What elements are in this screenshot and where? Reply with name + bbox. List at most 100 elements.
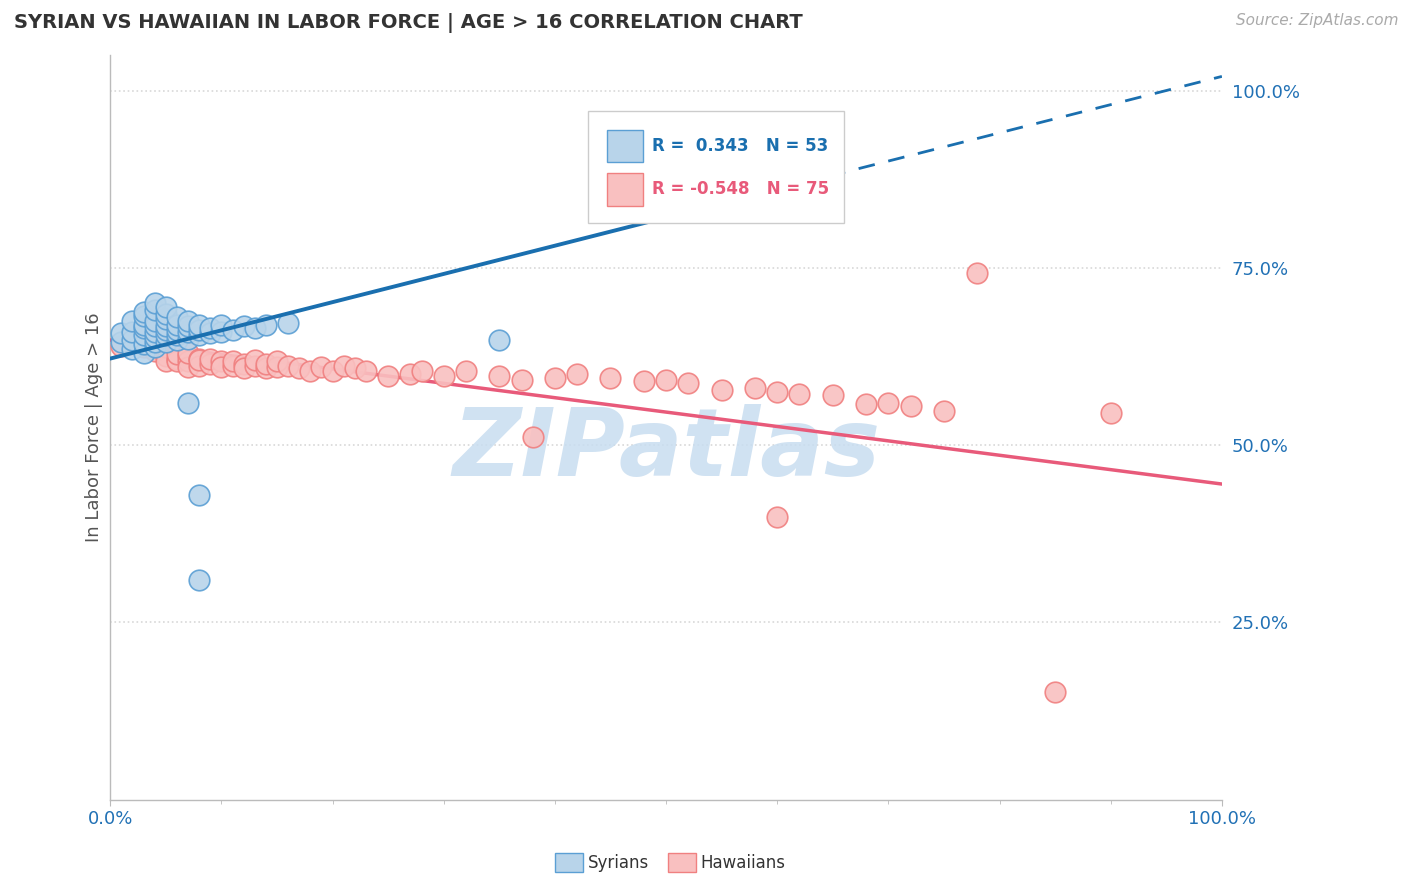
Point [343,361,366,376]
Point [177,346,200,360]
Point [121,314,143,328]
Point [121,328,143,343]
Point [188,351,211,366]
Point [143,330,166,344]
Point [166,333,188,347]
Point [200,357,222,371]
Point [243,353,266,368]
FancyBboxPatch shape [607,173,643,205]
Point [232,357,254,371]
Point [221,354,243,368]
Point [266,354,288,368]
Point [110,335,132,350]
Point [155,311,177,326]
Point [209,354,232,368]
Point [143,344,166,359]
Point [132,340,155,354]
Point [155,318,177,333]
Point [254,361,277,376]
Point [821,388,844,402]
Point [177,395,200,409]
Text: R =  0.343   N = 53: R = 0.343 N = 53 [651,137,828,155]
Point [188,353,211,368]
Point [155,354,177,368]
Point [209,325,232,339]
Point [488,368,510,383]
Point [633,374,655,388]
Point [277,359,299,373]
Point [221,323,243,337]
Point [132,321,155,335]
Point [132,337,155,351]
Point [209,360,232,375]
Point [110,326,132,340]
Point [177,332,200,346]
Point [1099,406,1122,420]
Point [200,321,222,335]
Point [155,340,177,354]
Point [332,359,354,373]
Point [177,350,200,364]
Point [155,335,177,350]
Point [877,395,900,409]
Point [143,343,166,357]
Point [143,303,166,318]
Point [766,510,789,524]
Point [1043,685,1066,699]
Point [299,363,322,377]
Point [155,307,177,321]
Point [166,318,188,332]
Point [177,354,200,368]
Point [411,363,433,377]
Point [188,573,211,587]
Text: Syrians: Syrians [588,854,650,871]
Point [143,325,166,339]
Point [678,376,700,390]
Point [155,339,177,353]
Point [166,354,188,368]
Text: SYRIAN VS HAWAIIAN IN LABOR FORCE | AGE > 16 CORRELATION CHART: SYRIAN VS HAWAIIAN IN LABOR FORCE | AGE … [14,13,803,33]
Point [143,335,166,350]
Point [188,328,211,343]
FancyBboxPatch shape [607,129,643,162]
Point [254,318,277,332]
Point [232,318,254,333]
Point [143,314,166,328]
Point [143,296,166,310]
Point [354,363,377,377]
Point [243,359,266,373]
Text: ZIPatlas: ZIPatlas [451,404,880,496]
Point [377,368,399,383]
Point [232,361,254,376]
Text: Hawaiians: Hawaiians [700,854,785,871]
Point [277,316,299,330]
Point [177,314,200,328]
Point [399,367,422,381]
Point [155,328,177,343]
Point [221,359,243,373]
Point [599,370,621,384]
Point [166,310,188,325]
Point [155,323,177,337]
Point [544,370,567,384]
Point [900,399,922,413]
Point [121,333,143,347]
Point [166,328,188,343]
Point [132,328,155,343]
Point [744,381,766,395]
Point [166,343,188,357]
Point [177,360,200,375]
Text: R = -0.548   N = 75: R = -0.548 N = 75 [651,180,828,198]
Point [243,321,266,335]
Point [143,328,166,343]
Point [132,346,155,360]
Point [143,335,166,350]
Point [288,361,311,376]
Point [132,309,155,323]
Point [188,318,211,332]
Point [177,325,200,339]
Point [710,383,733,397]
Point [143,340,166,354]
Point [254,357,277,371]
Point [166,351,188,366]
